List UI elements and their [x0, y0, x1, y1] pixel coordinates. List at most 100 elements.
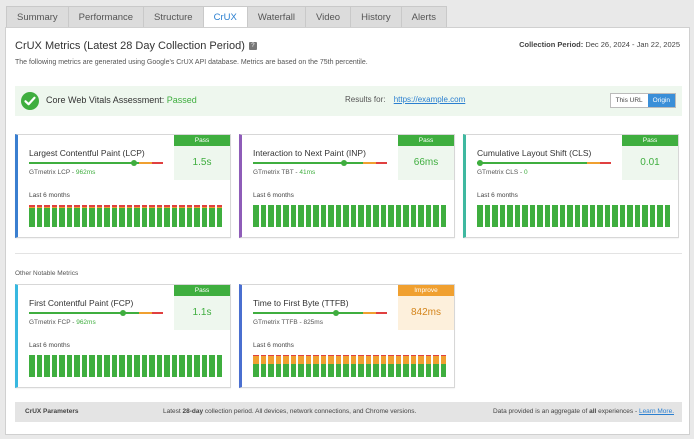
bar-good [36, 208, 42, 227]
tab-history[interactable]: History [350, 6, 401, 28]
bar-good [335, 205, 341, 227]
history-bar [343, 355, 349, 377]
history-bar [260, 355, 266, 377]
bar-good [104, 355, 110, 377]
bar-good [260, 205, 266, 227]
tab-performance[interactable]: Performance [67, 6, 144, 28]
bar-improve [440, 356, 446, 364]
tab-structure[interactable]: Structure [143, 6, 203, 28]
history-bar [216, 355, 222, 377]
bar-improve [81, 206, 87, 209]
metric-range-track [29, 310, 163, 316]
history-bar [156, 205, 162, 227]
bar-good [328, 205, 334, 227]
results-url-link[interactable]: https://example.com [393, 95, 466, 104]
history-bar [328, 205, 334, 227]
history-bar [544, 205, 550, 227]
crux-panel: CrUX Metrics (Latest 28 Day Collection P… [5, 27, 690, 435]
tab-crux[interactable]: CrUX [202, 6, 247, 28]
bar-improve [141, 206, 147, 209]
bar-poor [290, 355, 296, 357]
history-bar [149, 205, 155, 227]
bar-good [201, 355, 207, 377]
history-bar [529, 205, 535, 227]
bar-poor [96, 205, 102, 207]
tab-bar: Summary Performance Structure CrUX Water… [6, 6, 447, 28]
bar-poor [425, 355, 431, 357]
history-bar [418, 355, 424, 377]
history-bar [141, 355, 147, 377]
history-bar [111, 355, 117, 377]
metric-title: Cumulative Layout Shift (CLS) [477, 148, 592, 158]
results-for: Results for: https://example.com [345, 95, 465, 104]
bar-good [380, 364, 386, 377]
history-bar [305, 355, 311, 377]
bar-good [433, 364, 439, 377]
bar-good [290, 205, 296, 227]
bar-good [365, 364, 371, 377]
bar-good [74, 355, 80, 377]
bar-good [216, 355, 222, 377]
footer-desc-bold: 28-day [182, 408, 204, 415]
bar-good [149, 208, 155, 227]
learn-more-link[interactable]: Learn More. [638, 408, 674, 415]
tab-alerts[interactable]: Alerts [400, 6, 447, 28]
history-bar [582, 205, 588, 227]
tab-video[interactable]: Video [304, 6, 351, 28]
bar-good [597, 205, 603, 227]
bar-improve [335, 356, 341, 364]
bar-good [343, 364, 349, 377]
bar-improve [298, 356, 304, 364]
tab-waterfall[interactable]: Waterfall [246, 6, 305, 28]
bar-poor [395, 355, 401, 357]
bar-good [268, 205, 274, 227]
bar-improve [156, 206, 162, 209]
history-bar [335, 205, 341, 227]
bar-good [529, 205, 535, 227]
history-bar [425, 355, 431, 377]
page-title: CrUX Metrics (Latest 28 Day Collection P… [15, 40, 257, 52]
bar-good [649, 205, 655, 227]
history-bar [29, 355, 35, 377]
bar-improve [395, 356, 401, 364]
toggle-this-url[interactable]: This URL [615, 97, 643, 104]
toggle-origin[interactable]: Origin [647, 94, 675, 107]
bar-good [358, 205, 364, 227]
history-bar [149, 355, 155, 377]
bar-good [253, 205, 259, 227]
history-bar [216, 205, 222, 227]
history-bar [410, 205, 416, 227]
footer-desc-post: collection period. All devices, network … [203, 408, 417, 415]
bar-poor [201, 205, 207, 207]
bar-good [290, 364, 296, 377]
bar-good [59, 208, 65, 227]
bar-improve [388, 356, 394, 364]
bar-poor [343, 355, 349, 357]
bar-poor [433, 355, 439, 357]
help-icon[interactable]: ? [248, 42, 257, 50]
gtmetrix-number: 0 [523, 169, 528, 176]
metric-card-fcp: First Contentful Paint (FCP) GTmetrix FCP… [15, 284, 231, 388]
bar-improve [425, 356, 431, 364]
history-bar [365, 205, 371, 227]
bar-good [119, 355, 125, 377]
bar-poor [59, 205, 65, 207]
bar-good [395, 205, 401, 227]
bar-poor [358, 355, 364, 357]
bar-good [440, 364, 446, 377]
tab-summary[interactable]: Summary [6, 6, 68, 28]
bar-poor [313, 355, 319, 357]
bar-good [260, 364, 266, 377]
metric-range-track [476, 160, 611, 166]
bar-improve [44, 206, 50, 209]
bar-good [410, 205, 416, 227]
footer-title: CrUX Parameters [25, 408, 79, 415]
bar-poor [298, 355, 304, 357]
bar-good [634, 205, 640, 227]
history-bar [507, 205, 513, 227]
bar-good [51, 355, 57, 377]
bar-improve [365, 356, 371, 364]
crux-parameters-footer: CrUX Parameters Latest 28-day collection… [15, 402, 682, 422]
history-bar [373, 355, 379, 377]
bar-good [194, 355, 200, 377]
